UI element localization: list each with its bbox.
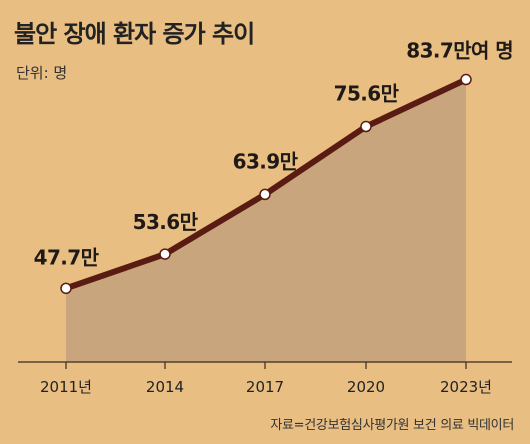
source-note: 자료=건강보험심사평가원 보건 의료 빅데이터 [270,418,514,433]
data-label: 75.6만 [334,82,400,106]
x-axis-ticks: 2011년 2014 2017 2020 2023년 [40,362,492,396]
x-tick-label: 2020 [347,378,385,396]
data-point [360,120,372,133]
data-label: 47.7만 [34,245,100,269]
x-tick-label: 2011년 [40,378,92,396]
data-label: 83.7만여 명 [406,39,513,63]
x-tick-label: 2023년 [440,378,492,396]
chart-title: 불안 장애 환자 증가 추이 [14,20,255,48]
data-label: 63.9만 [233,149,299,173]
data-point [259,188,271,201]
data-point [460,73,472,86]
x-tick-label: 2017 [246,378,284,396]
area-fill [66,79,466,362]
x-tick-label: 2014 [146,378,184,396]
data-point [159,248,171,260]
unit-label: 단위: 명 [16,64,68,82]
data-points [60,73,472,295]
data-point [60,282,72,295]
data-label: 53.6만 [133,210,199,234]
